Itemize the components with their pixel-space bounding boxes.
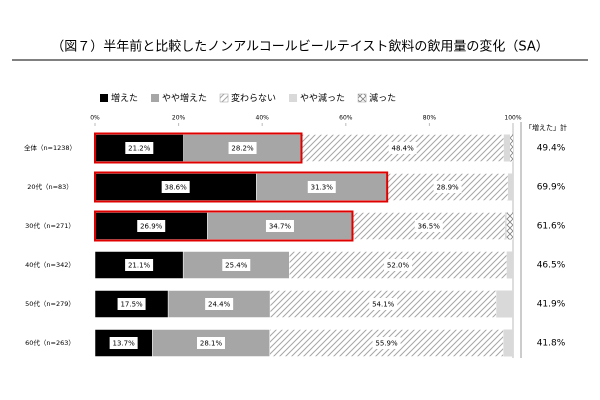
label-box <box>222 259 251 271</box>
legend-label: やや増えた <box>162 92 207 104</box>
x-tick-label: 0% <box>90 115 100 122</box>
bar-segment <box>506 251 513 279</box>
data-label: 28.2% <box>231 145 254 153</box>
label-box <box>388 142 417 154</box>
label-box <box>205 298 234 310</box>
data-label: 31.3% <box>311 184 334 192</box>
bar-segment <box>503 134 511 162</box>
total-value: 41.8% <box>537 339 566 349</box>
bar-segment <box>510 134 513 162</box>
legend-swatch <box>151 94 160 102</box>
data-label: 25.4% <box>225 262 248 270</box>
label-box <box>433 181 462 193</box>
bar-segment <box>503 329 513 357</box>
total-value: 69.9% <box>537 183 566 193</box>
legend-label: 減った <box>369 92 396 104</box>
y-tick-label: 40代（n=342） <box>25 260 75 269</box>
data-label: 28.1% <box>200 340 223 348</box>
label-box <box>109 337 138 349</box>
legend-swatch <box>100 94 108 102</box>
y-tick-label: 20代（n=83） <box>27 182 73 191</box>
data-label: 13.7% <box>113 340 136 348</box>
total-value: 61.6% <box>537 222 566 232</box>
label-box <box>372 337 401 349</box>
data-label: 24.4% <box>208 301 231 309</box>
label-box <box>125 142 154 154</box>
x-tick-label: 20% <box>172 115 186 122</box>
label-box <box>161 181 190 193</box>
data-label: 26.9% <box>140 223 163 231</box>
bar-segment <box>506 212 513 240</box>
label-box <box>307 181 336 193</box>
x-tick-label: 60% <box>339 115 353 122</box>
bar-segment <box>496 290 513 318</box>
x-tick-label: 100% <box>504 115 521 122</box>
legend-label: 増えた <box>111 92 138 104</box>
total-value: 46.5% <box>537 261 566 271</box>
label-box <box>265 220 294 232</box>
label-box <box>137 220 166 232</box>
data-label: 38.6% <box>165 184 188 192</box>
data-label: 54.1% <box>372 301 395 309</box>
data-label: 21.1% <box>128 262 151 270</box>
data-label: 21.2% <box>128 145 151 153</box>
highlight-box <box>94 132 303 164</box>
data-label: 28.9% <box>436 184 459 192</box>
label-box <box>125 259 154 271</box>
legend-swatch <box>289 94 298 102</box>
y-tick-label: 全体（n=1238） <box>24 143 76 152</box>
label-box <box>117 298 146 310</box>
highlight-box <box>94 210 354 242</box>
legend-swatch <box>219 93 229 103</box>
data-label: 34.7% <box>269 223 292 231</box>
bar-segment <box>505 212 507 240</box>
highlight-box <box>94 171 389 203</box>
legend-label: やや減った <box>300 92 345 104</box>
label-box <box>384 259 413 271</box>
total-value: 49.4% <box>537 144 566 154</box>
totals-title: 「増えた」計 <box>525 123 567 132</box>
y-tick-label: 30代（n=271） <box>25 221 75 230</box>
data-label: 52.0% <box>387 262 410 270</box>
data-label: 17.5% <box>120 301 143 309</box>
y-tick-label: 50代（n=279） <box>25 299 75 308</box>
chart-title: （図７）半年前と比較したノンアルコールビールテイスト飲料の飲用量の変化（SA） <box>51 39 549 55</box>
data-label: 55.9% <box>375 340 398 348</box>
total-value: 41.9% <box>537 300 566 310</box>
bar-segment <box>167 290 271 318</box>
y-tick-label: 60代（n=263） <box>25 338 75 347</box>
label-box <box>228 142 257 154</box>
label-box <box>414 220 443 232</box>
bar-segment <box>507 173 513 201</box>
legend-label: 変わらない <box>231 92 276 104</box>
data-label: 48.4% <box>392 145 415 153</box>
label-box <box>196 337 225 349</box>
label-box <box>369 298 398 310</box>
data-label: 36.5% <box>418 223 441 231</box>
x-tick-label: 80% <box>423 115 437 122</box>
legend-swatch <box>357 93 367 103</box>
x-tick-label: 40% <box>256 115 270 122</box>
